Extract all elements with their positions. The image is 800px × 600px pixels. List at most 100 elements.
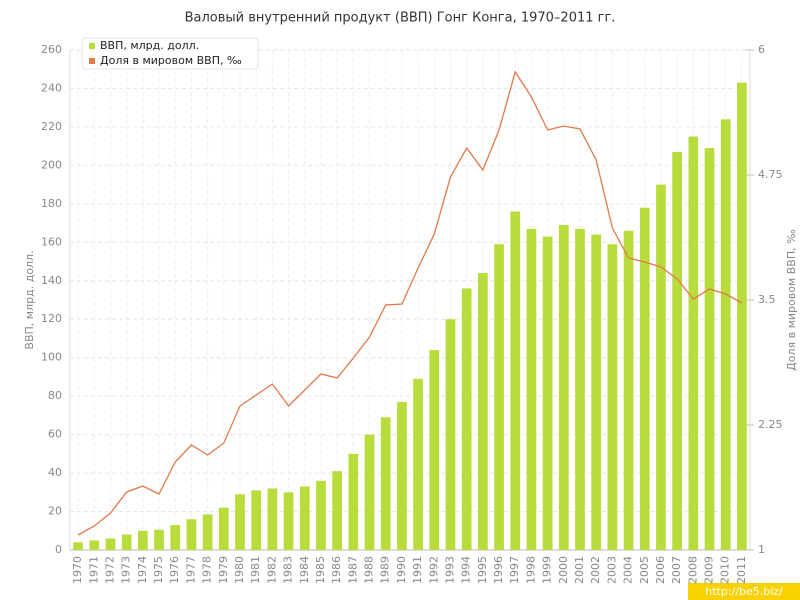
bar — [121, 534, 132, 550]
legend-box — [81, 37, 259, 70]
bar — [170, 525, 181, 550]
bar — [299, 486, 310, 550]
y-tick-label: 100 — [41, 351, 62, 364]
x-tick-label: 1971 — [87, 556, 100, 584]
y2-tick-label: 1 — [758, 543, 765, 556]
bar — [316, 480, 326, 550]
x-tick-label: 2010 — [719, 556, 732, 584]
x-tick-label: 2003 — [605, 556, 618, 584]
bar — [186, 519, 197, 550]
bar — [283, 492, 294, 550]
bar — [218, 507, 229, 550]
chart-title: Валовый внутренний продукт (ВВП) Гонг Ко… — [185, 11, 616, 26]
x-tick-label: 2001 — [573, 556, 586, 584]
x-tick-label: 1983 — [282, 556, 295, 584]
x-tick-label: 1970 — [71, 556, 84, 584]
bar — [720, 119, 731, 550]
y-tick-label: 60 — [48, 428, 62, 441]
x-tick-label: 1976 — [168, 556, 181, 584]
bar — [413, 378, 423, 550]
legend-swatch — [89, 43, 95, 49]
bar — [704, 148, 715, 551]
y-axis-label: ВВП, млрд. долл. — [23, 250, 36, 349]
x-tick-label: 2000 — [557, 556, 570, 584]
x-tick-label: 1995 — [476, 556, 489, 584]
x-tick-label: 1989 — [379, 556, 392, 584]
line — [77, 70, 743, 536]
x-tick-label: 1994 — [460, 556, 473, 584]
x-tick-label: 1986 — [330, 556, 343, 584]
bar — [494, 244, 504, 550]
x-tick-label: 1979 — [217, 556, 230, 584]
legend-swatch — [89, 58, 95, 64]
legend-label: ВВП, млрд. долл. — [100, 39, 199, 52]
bar — [445, 319, 456, 550]
y-tick-label: 160 — [41, 235, 62, 248]
bar — [639, 207, 650, 550]
x-tick-label: 1980 — [233, 556, 246, 584]
y-tick-label: 140 — [41, 274, 62, 287]
x-tick-label: 2011 — [735, 556, 748, 584]
x-tick-label: 1999 — [541, 556, 554, 584]
bar — [542, 236, 553, 551]
x-tick-label: 2009 — [703, 556, 716, 584]
y-tick-label: 20 — [48, 505, 62, 518]
bar — [737, 82, 747, 550]
legend-label: Доля в мировом ВВП, ‰ — [100, 54, 242, 67]
bar — [251, 490, 262, 550]
bar — [235, 494, 245, 550]
bar — [154, 529, 164, 550]
x-tick-label: 2005 — [638, 556, 651, 584]
bar — [89, 540, 100, 550]
x-tick-label: 2004 — [622, 556, 635, 584]
bar — [105, 538, 116, 550]
bar — [656, 184, 666, 550]
bar — [672, 151, 682, 550]
y2-tick-label: 2.25 — [758, 418, 783, 431]
x-tick-label: 1987 — [346, 556, 359, 584]
watermark-bg — [688, 583, 800, 600]
y2-tick-label: 6 — [758, 43, 765, 56]
x-tick-label: 1990 — [395, 556, 408, 584]
y-tick-label: 200 — [41, 158, 62, 171]
x-tick-label: 1975 — [152, 556, 165, 584]
x-tick-label: 1997 — [508, 556, 521, 584]
x-tick-label: 2002 — [589, 556, 602, 584]
y-tick-label: 0 — [55, 543, 62, 556]
x-tick-label: 2006 — [654, 556, 667, 584]
bar — [138, 530, 148, 550]
bar — [607, 244, 618, 550]
x-tick-label: 1973 — [120, 556, 133, 584]
y2-tick-label: 4.75 — [758, 168, 783, 181]
x-tick-label: 1984 — [298, 556, 311, 584]
x-tick-label: 1978 — [201, 556, 214, 584]
x-tick-label: 1981 — [249, 556, 262, 584]
bar — [429, 350, 440, 550]
x-tick-label: 1993 — [443, 556, 456, 584]
bar — [380, 417, 391, 550]
bar — [397, 401, 407, 550]
bar — [558, 225, 569, 550]
bar — [575, 228, 585, 550]
x-tick-label: 1982 — [265, 556, 278, 584]
bar — [267, 488, 278, 550]
watermark: http://be5.biz/ — [705, 585, 783, 598]
x-tick-label: 1972 — [103, 556, 116, 584]
y-tick-label: 240 — [41, 81, 62, 94]
bar — [478, 273, 488, 550]
y-tick-label: 180 — [41, 197, 62, 210]
y2-axis-label: Доля в мировом ВВП, ‰ — [785, 229, 798, 371]
y2-tick-label: 3.5 — [758, 293, 776, 306]
x-tick-label: 1991 — [411, 556, 424, 584]
bar — [73, 542, 83, 550]
y-tick-label: 120 — [41, 312, 62, 325]
bar — [202, 514, 213, 550]
y-tick-label: 40 — [48, 466, 62, 479]
bar — [688, 136, 699, 551]
x-tick-label: 1988 — [363, 556, 376, 584]
x-tick-label: 1974 — [136, 556, 149, 584]
x-tick-label: 1996 — [492, 556, 505, 584]
x-tick-label: 2007 — [670, 556, 683, 584]
y-tick-label: 260 — [41, 43, 62, 56]
